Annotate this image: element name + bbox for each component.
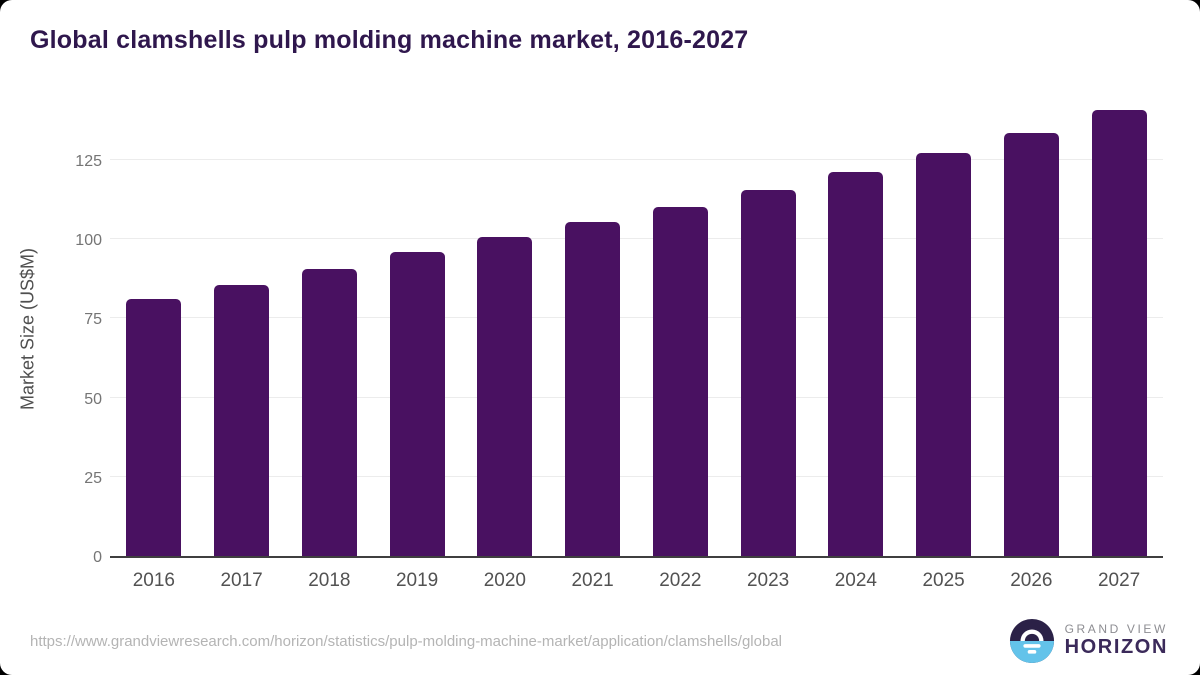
x-axis-label-2021: 2021 — [571, 570, 614, 591]
y-axis-tick-labels: 0 25 50 75 100 125 — [40, 100, 102, 566]
bar-2024 — [828, 172, 884, 556]
horizon-sun-icon — [1009, 618, 1055, 664]
x-axis-label-2024: 2024 — [834, 570, 878, 591]
bar-2023 — [740, 190, 796, 556]
grandview-horizon-logo: GRAND VIEW HORIZON — [1009, 618, 1168, 664]
x-axis-label-2022: 2022 — [659, 570, 702, 591]
x-axis-label-2018: 2018 — [308, 570, 351, 591]
y-tick-label-125: 125 — [75, 152, 102, 170]
x-axis-label-2020: 2020 — [483, 570, 527, 591]
source-url: https://www.grandviewresearch.com/horizo… — [30, 632, 782, 650]
bar-2017 — [214, 284, 270, 556]
bar-2022 — [652, 206, 708, 556]
plot-area — [110, 100, 1163, 558]
gridline-125 — [110, 158, 1163, 160]
y-tick-label-100: 100 — [75, 232, 102, 250]
brand-text: GRAND VIEW HORIZON — [1064, 621, 1168, 660]
y-tick-label-25: 25 — [84, 469, 102, 487]
gridline-75 — [110, 317, 1163, 319]
brand-name-bottom: HORIZON — [1064, 636, 1168, 659]
gridline-100 — [110, 238, 1163, 240]
footer: https://www.grandviewresearch.com/horizo… — [0, 613, 1200, 675]
x-axis-label-2026: 2026 — [1010, 570, 1053, 591]
bar-2018 — [301, 268, 357, 556]
gridline-25 — [110, 475, 1163, 477]
y-axis-label: Market Size (US$M) — [17, 247, 38, 411]
bar-2020 — [477, 237, 533, 556]
x-axis-label-2023: 2023 — [746, 570, 790, 591]
y-tick-label-0: 0 — [93, 549, 102, 566]
bar-2019 — [389, 251, 445, 556]
x-axis-label-2027: 2027 — [1097, 570, 1141, 591]
x-axis-labels: 2016 2017 2018 2019 2020 2021 2022 2023 2024 2025… — [110, 570, 1163, 598]
bar-2016 — [126, 299, 182, 556]
bar-2026 — [1003, 133, 1059, 556]
x-axis-label-2019: 2019 — [395, 570, 439, 591]
y-tick-label-75: 75 — [84, 311, 102, 329]
gridline-50 — [110, 396, 1163, 398]
x-axis-label-2025: 2025 — [922, 570, 965, 591]
chart-title: Global clamshells pulp molding machine m… — [30, 26, 749, 54]
x-axis-label-2016: 2016 — [132, 570, 176, 591]
x-axis-label-2017: 2017 — [220, 570, 263, 591]
y-tick-label-50: 50 — [84, 390, 102, 408]
bar-2021 — [565, 221, 621, 556]
bar-2027 — [1091, 110, 1147, 556]
brand-name-top: GRAND VIEW — [1064, 621, 1168, 636]
bar-2025 — [916, 153, 972, 556]
